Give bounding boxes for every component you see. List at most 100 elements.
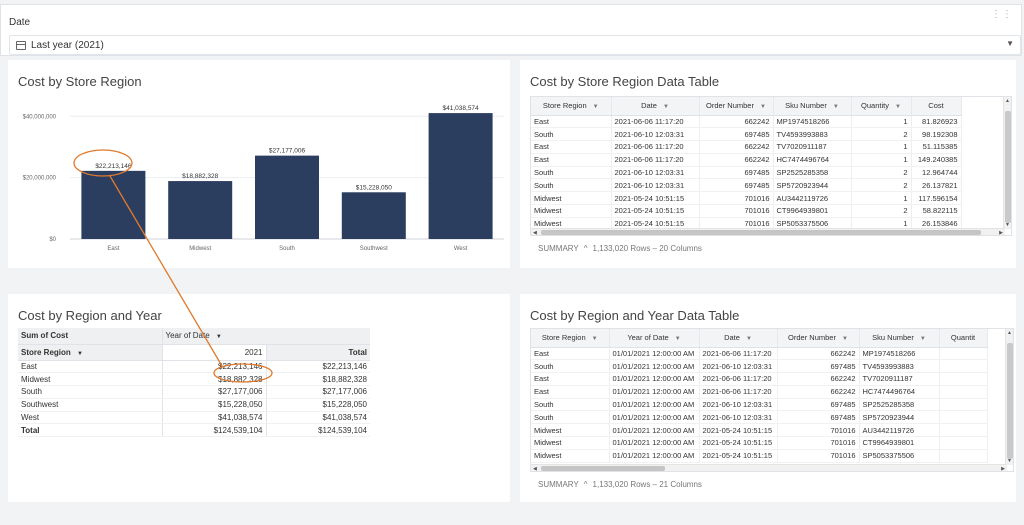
horizontal-scrollbar[interactable]: ◀ ▶ xyxy=(531,228,1005,236)
bar-southwest[interactable] xyxy=(341,192,406,239)
scroll-down-icon[interactable]: ▼ xyxy=(1005,222,1010,228)
panel-title: Cost by Store Region Data Table xyxy=(530,74,720,89)
scroll-right-icon[interactable]: ▶ xyxy=(999,230,1003,236)
pivot-row[interactable]: East $22,213,146 $22,213,146 xyxy=(18,360,370,374)
table-cell: 662242 xyxy=(699,115,774,129)
scroll-thumb[interactable] xyxy=(1007,343,1013,459)
chevron-up-icon[interactable]: ^ xyxy=(583,244,588,253)
table-row[interactable]: South 01/01/2021 12:00:00 AM 2021-06-10 12… xyxy=(531,410,988,425)
table-cell xyxy=(939,436,988,450)
column-header[interactable]: Order Number ▼ xyxy=(699,97,774,116)
more-options-icon[interactable]: ⋮⋮ xyxy=(991,9,1013,20)
table-cell: 662242 xyxy=(777,372,860,386)
scroll-thumb[interactable] xyxy=(1005,111,1011,223)
table-row[interactable]: South 01/01/2021 12:00:00 AM 2021-06-10 12… xyxy=(531,398,988,412)
bar-west[interactable] xyxy=(428,113,493,239)
table-row[interactable]: South 2021-06-10 12:03:31 697485 SP57209239… xyxy=(531,178,962,193)
table-row[interactable]: East 2021-06-06 11:17:20 662242 TV702091118… xyxy=(531,140,962,154)
column-header[interactable]: Date ▼ xyxy=(699,329,778,348)
table-row[interactable]: East 01/01/2021 12:00:00 AM 2021-06-06 11:… xyxy=(531,347,988,361)
scroll-left-icon[interactable]: ◀ xyxy=(533,230,537,236)
data-table[interactable]: Store Region ▼ Date ▼ Order Number ▼ Sku Numbe… xyxy=(530,96,1012,236)
table-cell: HC7474496764 xyxy=(859,385,940,399)
pivot-table[interactable]: Sum of Cost Year of Date ▼ Store Region … xyxy=(18,328,370,438)
horizontal-scrollbar[interactable]: ◀ ▶ xyxy=(531,464,1007,472)
scroll-right-icon[interactable]: ▶ xyxy=(1001,466,1005,472)
date-filter-dropdown[interactable]: Last year (2021) ▼ xyxy=(9,35,1021,55)
column-header[interactable]: Quantity ▼ xyxy=(851,97,912,116)
column-header[interactable]: Year of Date ▼ xyxy=(609,329,700,348)
y-tick-label: $20,000,000 xyxy=(23,176,57,182)
pivot-row-field[interactable]: Store Region ▼ xyxy=(18,344,162,361)
column-header[interactable]: Sku Number ▼ xyxy=(773,97,852,116)
pivot-row[interactable]: West $41,038,574 $41,038,574 xyxy=(18,411,370,425)
sort-icon[interactable]: ▼ xyxy=(662,104,669,111)
column-header[interactable]: Sku Number ▼ xyxy=(859,329,940,348)
scroll-thumb[interactable] xyxy=(541,230,981,235)
bar-east[interactable] xyxy=(81,170,146,239)
table-cell: 01/01/2021 12:00:00 AM xyxy=(609,385,700,399)
pivot-cell: $22,213,146 xyxy=(265,360,370,374)
column-header[interactable]: Store Region ▼ xyxy=(531,329,610,348)
scroll-left-icon[interactable]: ◀ xyxy=(533,466,537,472)
chevron-down-icon[interactable]: ▼ xyxy=(77,350,83,357)
table-row[interactable]: East 01/01/2021 12:00:00 AM 2021-06-06 11:… xyxy=(531,385,988,399)
table-row[interactable]: East 01/01/2021 12:00:00 AM 2021-06-06 11:… xyxy=(531,372,988,386)
bar-chart-panel: Cost by Store Region $0 $20,000,000 $40,00… xyxy=(8,60,510,268)
chevron-up-icon[interactable]: ^ xyxy=(583,480,588,489)
table-row[interactable]: Midwest 01/01/2021 12:00:00 AM 2021-05-24 … xyxy=(531,436,988,450)
table-cell xyxy=(939,449,988,463)
table-row[interactable]: Midwest 01/01/2021 12:00:00 AM 2021-05-24 … xyxy=(531,423,988,438)
pivot-cell: $15,228,050 xyxy=(161,398,266,412)
table-row[interactable]: Midwest 01/01/2021 12:00:00 AM 2021-05-24 … xyxy=(531,449,988,463)
table-row[interactable]: Midwest 2021-05-24 10:51:15 701016 CT996493… xyxy=(531,204,962,218)
chevron-down-icon[interactable]: ▼ xyxy=(215,334,222,341)
sort-icon[interactable]: ▼ xyxy=(591,336,598,343)
chevron-down-icon[interactable]: ▼ xyxy=(1006,39,1014,48)
summary-label: SUMMARY xyxy=(538,480,579,489)
date-filter-value: Last year (2021) xyxy=(31,40,104,51)
column-header[interactable]: Date ▼ xyxy=(611,97,700,116)
table-summary[interactable]: SUMMARY ^ 1,133,020 Rows – 20 Columns xyxy=(538,244,702,253)
table-row[interactable]: East 2021-06-06 11:17:20 662242 HC747449676… xyxy=(531,153,962,167)
scroll-thumb[interactable] xyxy=(541,466,665,471)
table-cell: Midwest xyxy=(531,191,612,206)
sort-icon[interactable]: ▼ xyxy=(759,104,766,111)
column-header[interactable]: Order Number ▼ xyxy=(777,329,860,348)
sort-icon[interactable]: ▼ xyxy=(841,336,848,343)
summary-text: 1,133,020 Rows – 20 Columns xyxy=(592,244,702,253)
column-header[interactable]: Store Region ▼ xyxy=(531,97,612,116)
sort-icon[interactable]: ▼ xyxy=(674,336,681,343)
table-row[interactable]: Midwest 2021-05-24 10:51:15 701016 AU344211… xyxy=(531,191,962,206)
data-label: $22,213,146 xyxy=(95,163,132,170)
sort-icon[interactable]: ▼ xyxy=(832,104,839,111)
pivot-row[interactable]: Southwest $15,228,050 $15,228,050 xyxy=(18,398,370,412)
table-row[interactable]: South 01/01/2021 12:00:00 AM 2021-06-10 12… xyxy=(531,359,988,374)
sort-icon[interactable]: ▼ xyxy=(894,104,901,111)
table-row[interactable]: East 2021-06-06 11:17:20 662242 MP197451826… xyxy=(531,115,962,129)
pivot-row[interactable]: Midwest $18,882,328 $18,882,328 xyxy=(18,372,370,387)
column-header-label: Sku Number xyxy=(872,333,914,343)
table-summary[interactable]: SUMMARY ^ 1,133,020 Rows – 21 Columns xyxy=(538,480,702,489)
scroll-down-icon[interactable]: ▼ xyxy=(1007,458,1012,464)
bar-south[interactable] xyxy=(255,155,319,239)
data-table[interactable]: Store Region ▼ Year of Date ▼ Date ▼ Order Num… xyxy=(530,328,1014,472)
column-header[interactable]: Quantit xyxy=(939,329,988,348)
column-header[interactable]: Cost xyxy=(911,97,962,116)
bar-chart: $0 $20,000,000 $40,000,000 $22,213,146 East $… xyxy=(23,105,504,252)
sort-icon[interactable]: ▼ xyxy=(919,336,926,343)
pivot-row-label: South xyxy=(18,385,162,399)
vertical-scrollbar[interactable]: ▲ ▼ xyxy=(1003,97,1011,229)
sort-icon[interactable]: ▼ xyxy=(592,104,599,111)
bar-midwest[interactable] xyxy=(168,181,233,239)
pivot-column-field[interactable]: Year of Date ▼ xyxy=(161,328,370,345)
pivot-row-field-label: Store Region xyxy=(21,347,71,357)
pivot-row[interactable]: South $27,177,006 $27,177,006 xyxy=(18,385,370,399)
scroll-up-icon[interactable]: ▲ xyxy=(1005,98,1010,104)
scroll-up-icon[interactable]: ▲ xyxy=(1007,330,1012,336)
y-tick-label: $0 xyxy=(49,237,56,243)
sort-icon[interactable]: ▼ xyxy=(745,336,752,343)
table-row[interactable]: South 2021-06-10 12:03:31 697485 SP25252853… xyxy=(531,166,962,180)
table-row[interactable]: South 2021-06-10 12:03:31 697485 TV45939938… xyxy=(531,127,962,142)
vertical-scrollbar[interactable]: ▲ ▼ xyxy=(1005,329,1013,465)
